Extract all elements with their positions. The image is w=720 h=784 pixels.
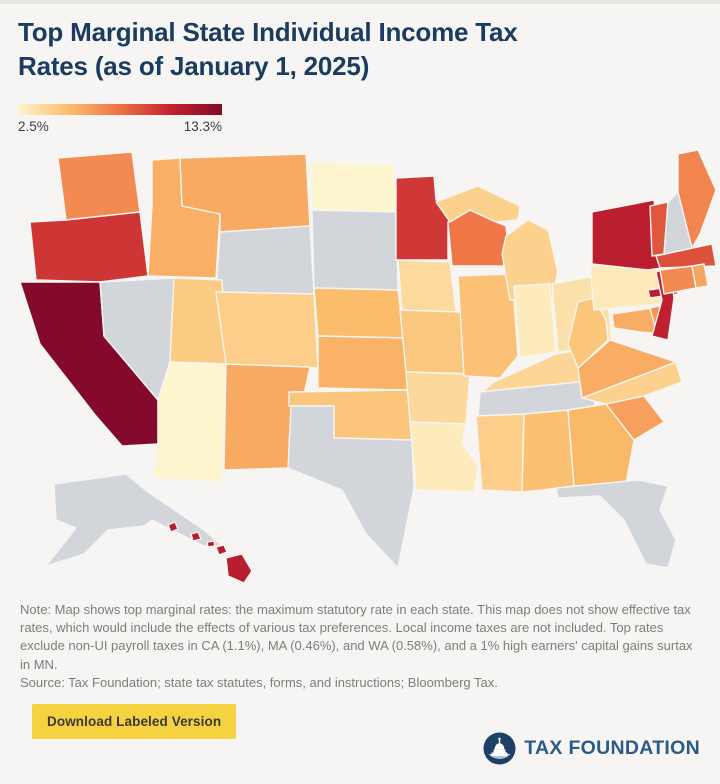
state-hi[interactable] xyxy=(206,540,216,548)
state-wa[interactable] xyxy=(57,151,141,221)
state-tx[interactable] xyxy=(287,405,415,569)
state-in[interactable] xyxy=(513,283,557,359)
state-la[interactable] xyxy=(409,421,479,493)
state-ak[interactable] xyxy=(45,473,223,567)
map-note-block: Note: Map shows top marginal rates: the … xyxy=(20,601,698,692)
us-choropleth-map xyxy=(19,149,717,584)
state-mi[interactable] xyxy=(435,185,521,223)
state-fl[interactable] xyxy=(555,479,677,569)
map-source: Source: Tax Foundation; state tax statut… xyxy=(20,674,498,690)
legend-min-label: 2.5% xyxy=(18,119,49,134)
state-ne[interactable] xyxy=(313,287,405,339)
state-ri[interactable] xyxy=(691,263,709,289)
state-co[interactable] xyxy=(215,291,319,369)
window-top-edge xyxy=(0,0,720,4)
state-az[interactable] xyxy=(151,361,227,483)
state-nd[interactable] xyxy=(309,161,397,213)
state-me[interactable] xyxy=(677,149,717,249)
brand-name: TAX FOUNDATION xyxy=(524,737,700,759)
state-ct[interactable] xyxy=(659,265,697,295)
state-il[interactable] xyxy=(457,273,519,379)
state-hi[interactable] xyxy=(190,531,202,542)
state-va[interactable] xyxy=(577,339,677,399)
state-hi[interactable] xyxy=(225,553,253,584)
map-note: Note: Map shows top marginal rates: the … xyxy=(20,602,693,672)
legend-max-label: 13.3% xyxy=(183,119,222,134)
state-ut[interactable] xyxy=(169,277,227,365)
tax-foundation-logo: TAX FOUNDATION xyxy=(483,732,700,765)
legend-gradient-bar xyxy=(18,104,222,115)
page-title-line2: Rates (as of January 1, 2025) xyxy=(18,50,370,81)
legend: 2.5% 13.3% xyxy=(18,104,222,134)
page-title: Top Marginal State Individual Income Tax… xyxy=(18,16,658,84)
state-al[interactable] xyxy=(521,409,575,493)
state-ar[interactable] xyxy=(405,371,471,425)
page-title-line1: Top Marginal State Individual Income Tax xyxy=(18,17,518,47)
state-mo[interactable] xyxy=(399,309,471,375)
download-labeled-version-button[interactable]: Download Labeled Version xyxy=(32,704,237,739)
state-ks[interactable] xyxy=(317,335,409,391)
state-ga[interactable] xyxy=(567,403,635,487)
state-ms[interactable] xyxy=(475,413,525,493)
state-ma[interactable] xyxy=(655,243,717,269)
state-hi[interactable] xyxy=(215,544,228,556)
state-hi[interactable] xyxy=(167,521,179,533)
state-or[interactable] xyxy=(29,211,149,283)
state-sd[interactable] xyxy=(311,209,399,291)
state-ia[interactable] xyxy=(397,259,457,313)
capitol-dome-icon xyxy=(483,732,516,765)
state-wy[interactable] xyxy=(215,225,315,295)
